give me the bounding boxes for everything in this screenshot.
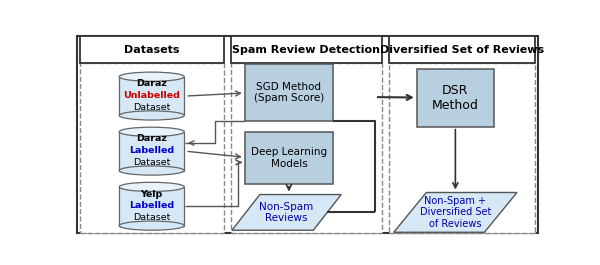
Text: Datasets: Datasets	[124, 45, 179, 55]
Text: Labelled: Labelled	[129, 146, 174, 155]
Ellipse shape	[119, 72, 184, 81]
FancyBboxPatch shape	[245, 64, 333, 121]
Bar	[119, 187, 184, 226]
Ellipse shape	[119, 127, 184, 136]
Text: Spam Review Detection: Spam Review Detection	[232, 45, 380, 55]
Text: Non-Spam
Reviews: Non-Spam Reviews	[259, 202, 314, 223]
Ellipse shape	[119, 182, 184, 192]
Text: SGD Method
(Spam Score): SGD Method (Spam Score)	[254, 82, 324, 103]
FancyBboxPatch shape	[389, 36, 535, 63]
Ellipse shape	[119, 221, 184, 230]
Text: Dataset: Dataset	[133, 213, 170, 222]
Ellipse shape	[119, 166, 184, 175]
FancyBboxPatch shape	[80, 36, 224, 63]
Text: Unlabelled: Unlabelled	[123, 91, 180, 100]
Text: Daraz: Daraz	[136, 79, 167, 88]
Ellipse shape	[119, 111, 184, 120]
FancyBboxPatch shape	[231, 36, 382, 63]
Bar	[119, 132, 184, 171]
Text: Daraz: Daraz	[136, 134, 167, 143]
FancyBboxPatch shape	[80, 63, 224, 233]
Text: Yelp: Yelp	[140, 189, 163, 198]
FancyBboxPatch shape	[231, 63, 382, 233]
Text: Diversified Set of Reviews: Diversified Set of Reviews	[380, 45, 544, 55]
Text: DSR
Method: DSR Method	[432, 83, 479, 112]
Text: Deep Learning
Models: Deep Learning Models	[251, 147, 327, 169]
Polygon shape	[394, 192, 517, 232]
FancyBboxPatch shape	[245, 132, 333, 184]
Polygon shape	[232, 195, 341, 230]
FancyBboxPatch shape	[77, 36, 538, 233]
Text: Dataset: Dataset	[133, 103, 170, 112]
Text: Labelled: Labelled	[129, 201, 174, 210]
Bar	[119, 77, 184, 116]
Text: Non-Spam +
Diversified Set
of Reviews: Non-Spam + Diversified Set of Reviews	[419, 196, 491, 229]
FancyBboxPatch shape	[389, 63, 535, 233]
FancyBboxPatch shape	[417, 69, 493, 127]
Text: Dataset: Dataset	[133, 158, 170, 167]
